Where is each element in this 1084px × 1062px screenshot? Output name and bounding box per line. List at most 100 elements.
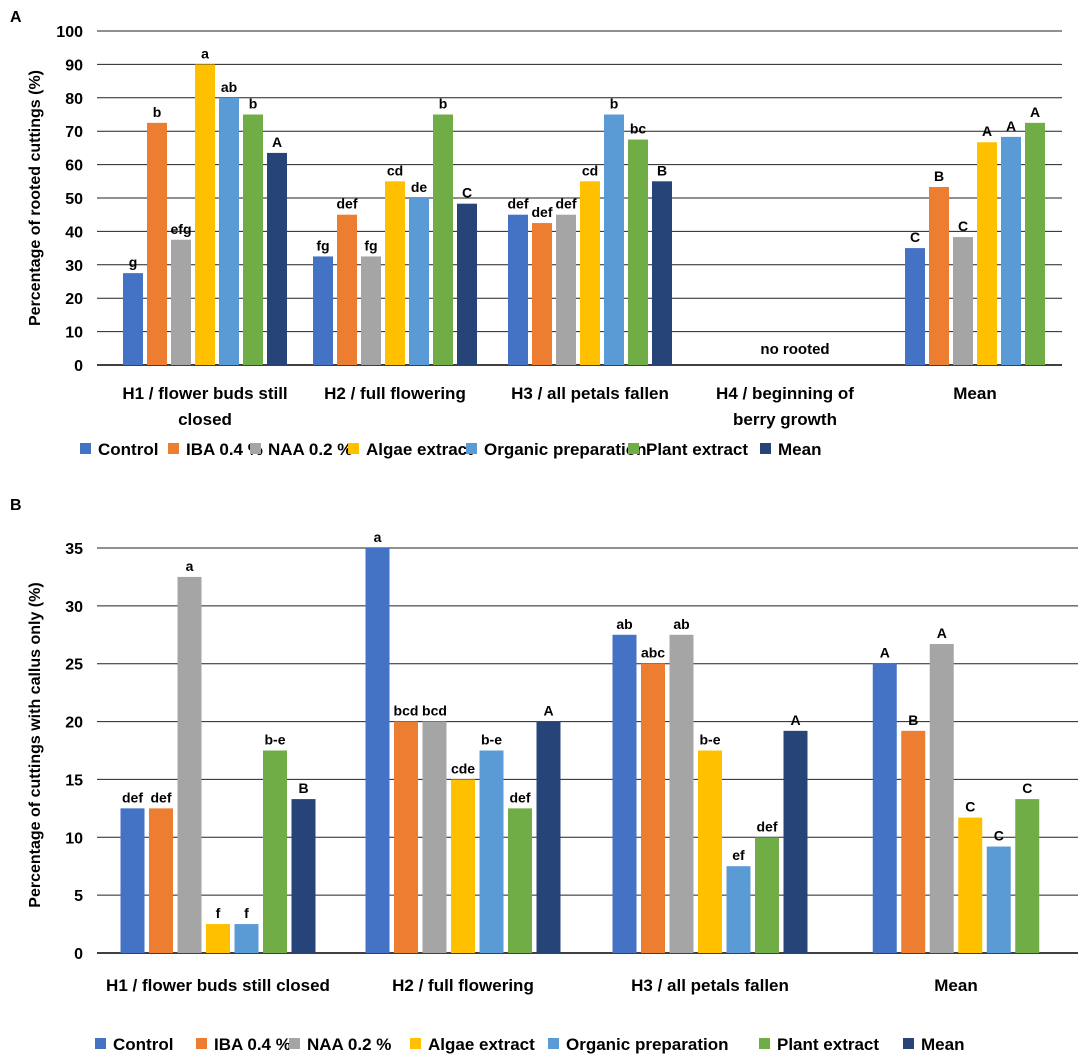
y-tick-label: 25 xyxy=(65,657,83,674)
legend-swatch-control xyxy=(80,443,91,454)
data-label: b-e xyxy=(700,732,721,748)
bar-algae-extract-3 xyxy=(698,750,722,953)
legend-label-naa-0-2: NAA 0.2 % xyxy=(268,440,352,459)
data-label: b xyxy=(153,104,162,120)
y-tick-label: 50 xyxy=(65,191,83,208)
bar-iba-0-4-3 xyxy=(641,663,665,953)
bar-control-2 xyxy=(365,548,390,953)
data-label: efg xyxy=(171,221,192,237)
data-label: b-e xyxy=(481,732,502,748)
legend-label-iba-0-4: IBA 0.4 % xyxy=(214,1035,291,1054)
legend-label-organic-preparation: Organic preparation xyxy=(566,1035,728,1054)
bar-algae-extract-3 xyxy=(580,181,600,365)
data-label: bcd xyxy=(394,703,419,719)
data-label: def xyxy=(556,196,577,212)
category-label-1: H1 / flower buds still xyxy=(122,384,287,403)
bar-plant-extract-1 xyxy=(243,114,263,365)
category-label-2: H2 / full flowering xyxy=(392,976,534,995)
bar-organic-preparation-1 xyxy=(234,924,259,953)
category-label-4: berry growth xyxy=(733,410,837,429)
data-label: A xyxy=(937,625,947,641)
y-tick-label: 60 xyxy=(65,158,83,175)
y-tick-label: 80 xyxy=(65,91,83,108)
data-label: g xyxy=(129,254,138,270)
bar-control-4 xyxy=(872,663,897,953)
y-tick-label: 0 xyxy=(74,358,83,375)
bar-algae-extract-5 xyxy=(977,142,997,365)
panel-a-bars xyxy=(123,64,1045,366)
bar-naa-0-2-5 xyxy=(953,237,973,365)
bar-control-5 xyxy=(905,248,925,365)
data-label: def xyxy=(510,789,531,805)
data-label: B xyxy=(934,168,944,184)
data-label: ab xyxy=(673,616,689,632)
legend-swatch-algae-extract xyxy=(410,1038,421,1049)
data-label: cd xyxy=(582,162,598,178)
bar-control-2 xyxy=(313,256,333,365)
legend-swatch-organic-preparation xyxy=(466,443,477,454)
data-label: def xyxy=(508,196,529,212)
y-tick-label: 15 xyxy=(65,772,83,789)
bar-naa-0-2-4 xyxy=(929,644,954,953)
data-label: def xyxy=(122,789,143,805)
bar-organic-preparation-5 xyxy=(1001,136,1021,365)
bar-naa-0-2-1 xyxy=(171,239,191,365)
legend-swatch-organic-preparation xyxy=(548,1038,559,1049)
data-label: cd xyxy=(387,162,403,178)
bar-plant-extract-3 xyxy=(628,139,648,365)
data-label: ab xyxy=(221,79,237,95)
data-label: cde xyxy=(451,760,475,776)
bar-mean-3 xyxy=(783,730,808,953)
y-tick-label: 20 xyxy=(65,715,83,732)
legend-label-mean: Mean xyxy=(921,1035,964,1054)
legend-label-iba-0-4: IBA 0.4 % xyxy=(186,440,263,459)
data-label: def xyxy=(757,818,778,834)
data-label: f xyxy=(216,905,221,921)
data-label: b xyxy=(610,96,619,112)
data-label: fg xyxy=(364,237,377,253)
legend-swatch-iba-0-4 xyxy=(168,443,179,454)
data-label: bc xyxy=(630,121,647,137)
legend-swatch-mean xyxy=(903,1038,914,1049)
legend-swatch-mean xyxy=(760,443,771,454)
bar-iba-0-4-2 xyxy=(337,214,357,365)
data-label: B xyxy=(908,712,918,728)
legend-label-plant-extract: Plant extract xyxy=(777,1035,879,1054)
bar-iba-0-4-4 xyxy=(901,730,926,953)
data-label: a xyxy=(186,558,194,574)
data-label: b xyxy=(439,96,448,112)
category-label-3: H3 / all petals fallen xyxy=(631,976,789,995)
data-label: C xyxy=(994,828,1004,844)
bar-control-1 xyxy=(123,273,143,365)
legend-label-algae-extract: Algae extract xyxy=(428,1035,535,1054)
bar-organic-preparation-3 xyxy=(604,114,624,365)
panel-a-y-ticks: 0 10 20 30 40 50 60 70 80 90 100 xyxy=(56,24,83,375)
bar-algae-extract-2 xyxy=(451,779,475,953)
bar-control-1 xyxy=(120,808,145,953)
data-label: ef xyxy=(732,847,745,863)
y-tick-label: 40 xyxy=(65,224,83,241)
data-label: C xyxy=(1022,780,1032,796)
bar-naa-0-2-2 xyxy=(422,721,447,953)
legend-swatch-plant-extract xyxy=(628,443,639,454)
data-label: def xyxy=(337,196,358,212)
bar-organic-preparation-3 xyxy=(726,866,751,953)
data-label: B xyxy=(298,780,308,796)
bar-iba-0-4-1 xyxy=(149,808,173,953)
category-label-4: H4 / beginning of xyxy=(716,384,854,403)
legend-swatch-control xyxy=(95,1038,106,1049)
bar-plant-extract-5 xyxy=(1025,122,1045,365)
bar-mean-2 xyxy=(536,721,561,953)
data-label: de xyxy=(411,179,428,195)
legend-swatch-plant-extract xyxy=(759,1038,770,1049)
data-label: A xyxy=(880,645,890,661)
bar-iba-0-4-3 xyxy=(532,223,552,365)
data-label: ab xyxy=(616,616,632,632)
panel-b-letter: B xyxy=(10,497,22,514)
category-label-1: closed xyxy=(178,410,232,429)
bar-organic-preparation-2 xyxy=(479,750,504,953)
y-tick-label: 5 xyxy=(74,888,83,905)
bar-organic-preparation-2 xyxy=(409,198,429,365)
